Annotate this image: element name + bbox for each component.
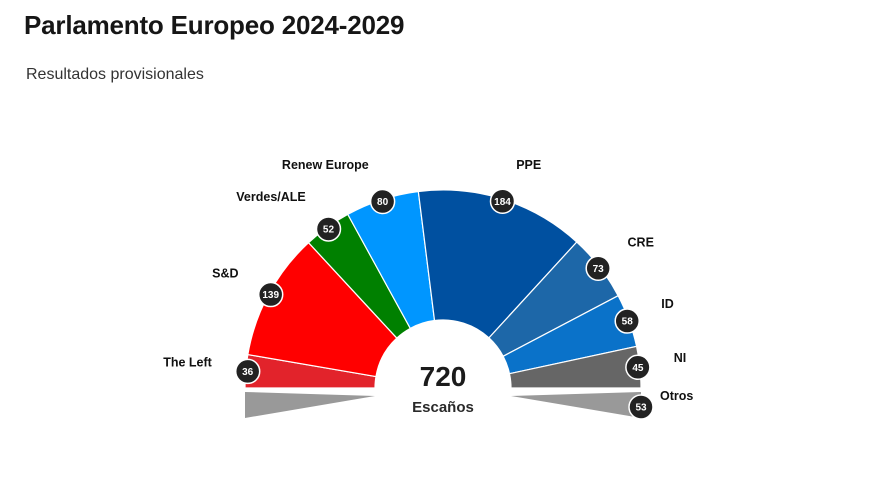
segment-s-d[interactable]	[247, 241, 398, 378]
page-subtitle: Resultados provisionales	[26, 66, 204, 83]
seat-badge-circle	[369, 188, 396, 215]
seat-badge-circle	[625, 354, 651, 381]
seat-count: 80	[377, 197, 389, 208]
seat-badge-circle	[315, 216, 342, 242]
seat-badge-id: 58	[614, 308, 640, 334]
party-label-id: ID	[661, 297, 674, 311]
party-label-the-left: The Left	[163, 356, 212, 370]
seat-count: 53	[635, 403, 647, 414]
seat-badge-otros: 53	[628, 394, 654, 420]
seat-count: 45	[632, 363, 644, 374]
seat-badge-ppe: 184	[489, 188, 516, 214]
party-label-ppe: PPE	[516, 158, 541, 172]
segment-ppe[interactable]	[417, 189, 578, 339]
seat-count: 36	[242, 367, 254, 378]
seat-badge-ni: 45	[625, 354, 651, 381]
seat-badge-renew-europe: 80	[369, 188, 396, 215]
seat-badge-circle	[489, 188, 516, 214]
seat-count: 52	[323, 224, 335, 235]
party-label-renew-europe: Renew Europe	[282, 158, 369, 172]
seat-badge-circle	[234, 358, 261, 385]
segment-otros-left[interactable]	[245, 392, 375, 418]
party-label-otros: Otros	[660, 389, 693, 403]
seat-badge-circle	[628, 394, 654, 420]
party-label-cre: CRE	[628, 236, 654, 250]
total-seats: 720	[420, 361, 467, 392]
seat-badge-circle	[614, 308, 640, 334]
seat-badge-circle	[585, 255, 611, 282]
party-label-ni: NI	[674, 351, 687, 365]
seat-count: 73	[593, 264, 605, 275]
seat-badge-circle	[257, 281, 284, 308]
seat-badge-cre: 73	[585, 255, 611, 282]
seat-badge-the-left: 36	[234, 358, 261, 385]
seat-count: 58	[622, 317, 634, 328]
segment-otros-right[interactable]	[511, 392, 641, 418]
party-label-s-d: S&D	[212, 266, 238, 280]
seat-count: 184	[494, 197, 511, 208]
seat-badge-s-d: 139	[257, 281, 284, 308]
party-label-verdes-ale: Verdes/ALE	[236, 190, 305, 204]
page-title: Parlamento Europeo 2024-2029	[24, 10, 405, 40]
seat-count: 139	[262, 290, 279, 301]
total-seats-label: Escaños	[412, 399, 474, 416]
seat-badge-verdes-ale: 52	[315, 216, 342, 242]
